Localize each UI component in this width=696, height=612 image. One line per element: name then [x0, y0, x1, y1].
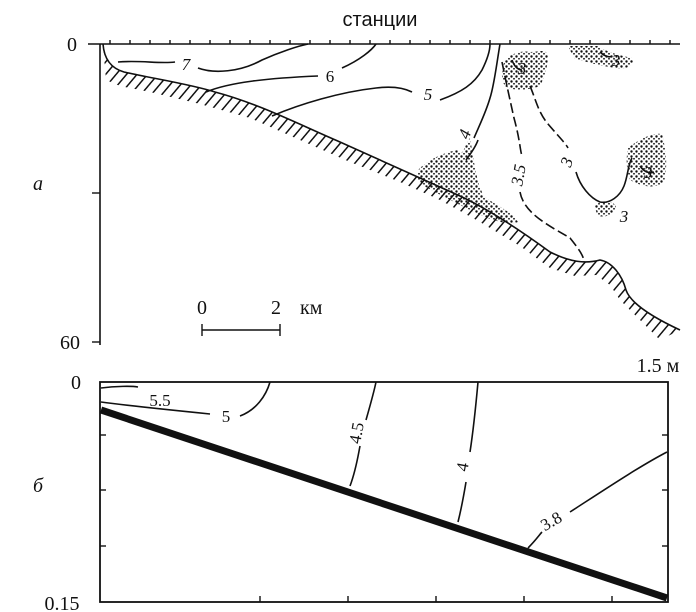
contour-3-5-lower: [519, 191, 585, 263]
contour-label-5: 5: [424, 85, 433, 104]
contour-b-label-4: 4: [452, 461, 472, 473]
scale-end: 2: [271, 297, 281, 319]
contour-4-lower: [465, 139, 479, 161]
panel-a-seabed-hatch: [103, 44, 680, 340]
stipple-patch-5: [594, 201, 616, 217]
panel-b-scale-label: 1.5 м: [637, 355, 680, 377]
contour-b-label-5-5: 5.5: [149, 391, 170, 410]
contour-3-patch-4: [639, 165, 655, 174]
panel-b-frame: [99, 381, 669, 603]
contour-5-left: [271, 86, 413, 117]
panel-b-bottom-line: [99, 406, 669, 602]
panel-a-depth-top: 0: [67, 34, 77, 56]
contour-3-patch-2: [511, 59, 523, 71]
contour-b-4-lower: [457, 481, 467, 523]
contour-b-4-upper: [469, 381, 479, 453]
contour-3-patch-3: [599, 51, 613, 58]
scale-start: 0: [197, 297, 207, 319]
contour-3-loop: [575, 157, 633, 204]
panel-b: 1.5 м 0 0.15 б 5.5 5: [33, 355, 680, 612]
panel-a-depth-bottom: 60: [60, 332, 80, 354]
panel-a: станции: [33, 9, 681, 354]
contour-b-label-3-8: 3.8: [537, 508, 565, 535]
panel-a-letter: а: [33, 173, 43, 195]
stipple-patch-3: [568, 46, 634, 69]
contour-b-5-a: [100, 401, 211, 415]
contour-5-right: [439, 43, 491, 101]
contour-b-label-5: 5: [222, 407, 231, 426]
contour-4: [473, 43, 501, 139]
contour-b-5-b: [239, 381, 271, 417]
scale-unit: км: [300, 297, 323, 319]
stipple-patch-2: [501, 51, 548, 90]
panel-b-depth-top: 0: [71, 372, 81, 394]
contour-label-3-5: 3.5: [507, 163, 530, 188]
contour-label-3-b: 3: [517, 59, 527, 78]
contour-b-4-5-upper: [365, 381, 377, 421]
contour-label-6: 6: [326, 67, 335, 86]
contour-label-4: 4: [454, 126, 475, 141]
contour-label-3-c: 3: [611, 51, 621, 70]
contour-label-3-d: 3: [643, 163, 653, 182]
panel-b-ticks: [100, 434, 668, 602]
stations-label: станции: [343, 9, 418, 31]
stipple-patch-1: [418, 138, 518, 224]
contour-3-5-upper: [501, 61, 523, 157]
contour-b-5-5: [100, 385, 139, 389]
contour-b-3-8-upper: [569, 451, 668, 513]
scale-bar: 0 2 км: [197, 297, 323, 336]
contour-6-right: [341, 43, 377, 69]
contour-7-right: [197, 43, 309, 73]
contour-label-3-a: 3: [556, 155, 577, 170]
contour-3-upper: [529, 85, 569, 149]
contour-b-3-8-lower: [527, 531, 543, 549]
contour-6-left: [205, 75, 319, 93]
station-ticks: [109, 40, 671, 44]
stipple-patch-4: [626, 133, 667, 187]
contour-b-4-5-lower: [349, 445, 361, 487]
contour-b-label-4-5: 4.5: [345, 421, 367, 445]
contour-label-3-e: 3: [619, 207, 629, 226]
contour-7-left: [117, 60, 176, 64]
contour-label-7: 7: [182, 55, 192, 74]
panel-b-depth-bottom: 0.15: [45, 593, 80, 612]
panel-b-letter: б: [33, 475, 44, 497]
